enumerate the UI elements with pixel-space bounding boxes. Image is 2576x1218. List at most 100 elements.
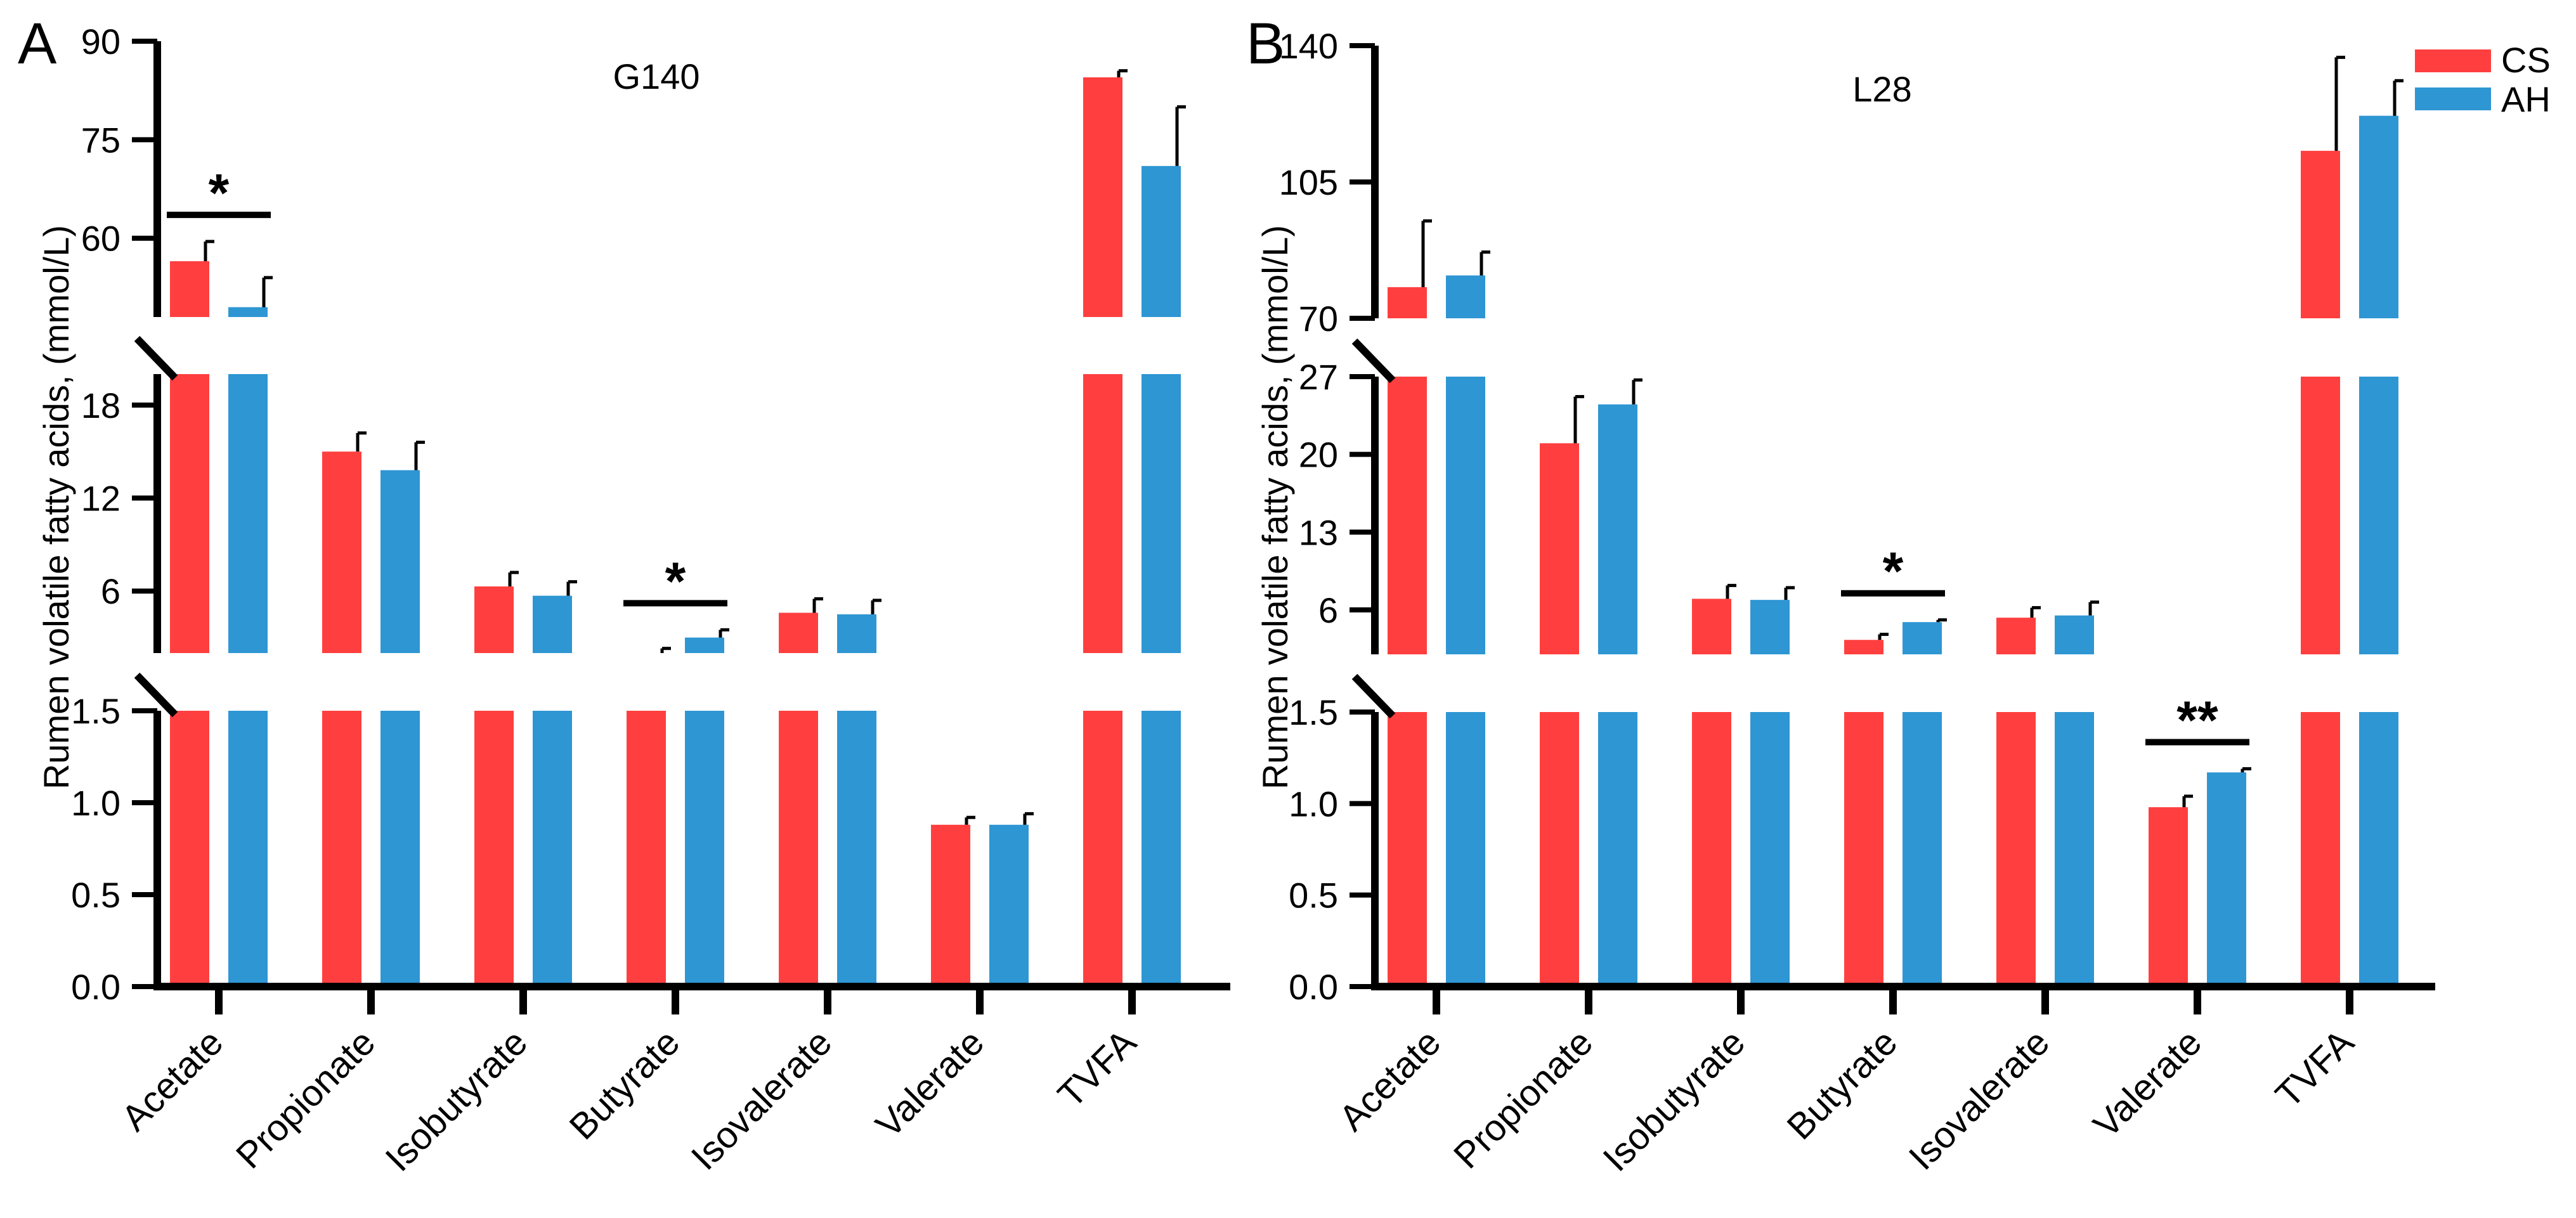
y-tick-label-6: 6 xyxy=(1318,590,1338,630)
bar-ah-isobutyrate-seg0 xyxy=(1750,712,1790,987)
bar-ah-tvfa-seg2 xyxy=(2359,115,2398,319)
x-tick-label-propionate: Propionate xyxy=(228,1021,383,1176)
bar-cs-acetate-seg0 xyxy=(1388,712,1427,987)
legend-label-ah: AH xyxy=(2501,79,2551,119)
x-tick-label-isovalerate: Isovalerate xyxy=(1901,1021,2058,1178)
y-tick-label-0.0: 0.0 xyxy=(71,967,120,1007)
axis-break-mark-0 xyxy=(134,672,178,718)
x-tick-label-tvfa: TVFA xyxy=(1050,1021,1145,1116)
x-tick-label-acetate: Acetate xyxy=(114,1021,231,1139)
bar-cs-tvfa-seg0 xyxy=(2301,712,2340,987)
bar-ah-propionate-seg0 xyxy=(1598,712,1637,987)
bar-cs-isovalerate-seg1 xyxy=(1996,618,2036,654)
axis-break-mark-1 xyxy=(1351,338,1396,384)
bar-ah-acetate-seg0 xyxy=(228,711,268,987)
bar-cs-isovalerate-seg1 xyxy=(779,612,818,653)
bar-ah-butyrate-seg0 xyxy=(1903,712,1942,987)
y-axis-label: Rumen volatile fatty acids, (mmol/L) xyxy=(1255,225,1295,789)
bar-cs-propionate-seg0 xyxy=(322,711,361,987)
bar-ah-isovalerate-seg0 xyxy=(2055,712,2094,987)
bar-cs-tvfa-seg1 xyxy=(1083,374,1122,653)
y-tick-label-0.0: 0.0 xyxy=(1289,967,1338,1007)
x-tick-label-butyrate: Butyrate xyxy=(1779,1021,1905,1148)
bar-cs-tvfa-seg2 xyxy=(1083,77,1122,317)
bar-cs-valerate-seg0 xyxy=(931,824,970,987)
y-tick-label-6: 6 xyxy=(101,571,120,611)
panel-letter: B xyxy=(1246,11,1285,76)
significance-marker-valerate: ** xyxy=(2176,690,2218,749)
y-tick-label-105: 105 xyxy=(1279,162,1338,202)
x-tick-label-propionate: Propionate xyxy=(1446,1021,1601,1176)
bar-cs-tvfa-seg1 xyxy=(2301,377,2340,654)
y-tick-label-27: 27 xyxy=(1299,357,1338,397)
bar-cs-isobutyrate-seg0 xyxy=(474,711,514,987)
bar-ah-propionate-seg1 xyxy=(1598,404,1637,654)
x-tick-label-valerate: Valerate xyxy=(868,1021,992,1146)
y-tick-label-13: 13 xyxy=(1299,512,1338,552)
x-tick-label-tvfa: TVFA xyxy=(2268,1021,2362,1116)
panel-letter: A xyxy=(18,11,57,76)
bar-ah-propionate-seg1 xyxy=(381,470,420,653)
y-tick-label-1.0: 1.0 xyxy=(71,783,120,823)
x-tick-label-butyrate: Butyrate xyxy=(561,1021,687,1148)
bar-cs-isovalerate-seg0 xyxy=(1996,712,2036,987)
bar-ah-butyrate-seg1 xyxy=(685,637,724,653)
significance-marker-butyrate: * xyxy=(1883,541,1904,601)
x-tick-label-valerate: Valerate xyxy=(2086,1021,2210,1146)
y-tick-label-75: 75 xyxy=(81,120,120,160)
bar-cs-tvfa-seg2 xyxy=(2301,150,2340,318)
x-tick-label-acetate: Acetate xyxy=(1331,1021,1448,1139)
y-tick-label-1.5: 1.5 xyxy=(71,691,120,731)
bar-ah-butyrate-seg1 xyxy=(1903,622,1942,654)
bar-cs-acetate-seg2 xyxy=(170,261,209,317)
bar-cs-tvfa-seg0 xyxy=(1083,711,1122,987)
bar-ah-valerate-seg0 xyxy=(989,824,1029,987)
bar-ah-tvfa-seg1 xyxy=(1142,374,1181,653)
y-tick-label-60: 60 xyxy=(81,219,120,259)
y-axis-label: Rumen volatile fatty acids, (mmol/L) xyxy=(36,225,76,789)
bar-ah-acetate-seg1 xyxy=(1446,377,1485,654)
bar-cs-acetate-seg0 xyxy=(170,711,209,987)
bar-cs-propionate-seg1 xyxy=(1540,443,1579,654)
bar-cs-butyrate-seg0 xyxy=(1844,712,1883,987)
y-tick-label-0.5: 0.5 xyxy=(71,875,120,915)
legend-swatch-ah xyxy=(2415,87,2491,110)
x-tick-label-isobutyrate: Isobutyrate xyxy=(1595,1021,1753,1179)
legend-label-cs: CS xyxy=(2501,40,2551,80)
significance-marker-butyrate: * xyxy=(665,551,686,611)
bar-ah-isovalerate-seg0 xyxy=(837,711,876,987)
bar-ah-isovalerate-seg1 xyxy=(2055,615,2094,654)
y-tick-label-140: 140 xyxy=(1279,26,1338,66)
bar-cs-acetate-seg1 xyxy=(170,374,209,653)
y-tick-label-12: 12 xyxy=(81,479,120,519)
significance-marker-acetate: * xyxy=(209,163,230,223)
y-tick-label-20: 20 xyxy=(1299,435,1338,475)
panel-title: G140 xyxy=(613,56,700,96)
y-tick-label-1.0: 1.0 xyxy=(1289,784,1338,824)
bar-ah-propionate-seg0 xyxy=(381,711,420,987)
bar-ah-acetate-seg2 xyxy=(228,307,268,317)
legend: CS AH xyxy=(2415,40,2551,119)
bar-ah-isobutyrate-seg0 xyxy=(533,711,572,987)
bar-cs-butyrate-seg1 xyxy=(1844,640,1883,654)
bar-cs-isobutyrate-seg1 xyxy=(1692,599,1731,654)
bar-cs-isovalerate-seg0 xyxy=(779,711,818,987)
x-tick-label-isovalerate: Isovalerate xyxy=(684,1021,840,1178)
bar-ah-isovalerate-seg1 xyxy=(837,614,876,653)
y-tick-label-1.5: 1.5 xyxy=(1289,692,1338,732)
y-tick-label-90: 90 xyxy=(81,22,120,62)
bar-ah-tvfa-seg2 xyxy=(1142,165,1181,317)
bar-cs-valerate-seg0 xyxy=(2149,807,2188,987)
y-tick-label-0.5: 0.5 xyxy=(1289,876,1338,916)
bar-cs-propionate-seg0 xyxy=(1540,712,1579,987)
bar-cs-acetate-seg1 xyxy=(1388,377,1427,654)
panel-title: L28 xyxy=(1852,69,1911,109)
axis-break-mark-1 xyxy=(134,335,178,381)
y-tick-label-18: 18 xyxy=(81,385,120,425)
bar-cs-butyrate-seg0 xyxy=(627,711,666,987)
bar-ah-butyrate-seg0 xyxy=(685,711,724,987)
bar-cs-acetate-seg2 xyxy=(1388,287,1427,318)
x-tick-label-isobutyrate: Isobutyrate xyxy=(377,1021,535,1179)
